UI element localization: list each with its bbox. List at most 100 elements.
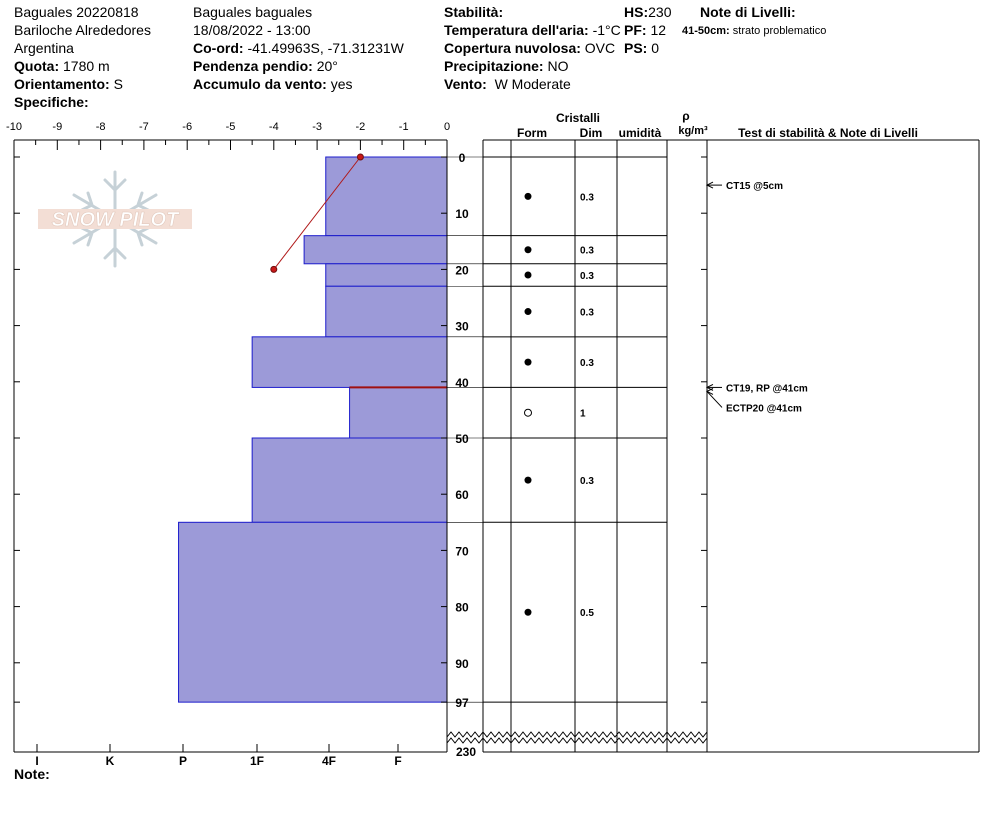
- tests-header: Test di stabilità & Note di Livelli: [738, 126, 918, 140]
- location: Bariloche Alrededores: [14, 22, 151, 38]
- grain-size: 0.5: [580, 608, 594, 619]
- temp-tick-label: -9: [52, 121, 62, 133]
- grain-size: 0.3: [580, 358, 594, 369]
- layer-bar: [251, 336, 448, 388]
- wind-loading-label: Accumulo da vento:: [193, 76, 327, 92]
- hardness-tick-label: F: [394, 754, 401, 768]
- wind-loading-row: Accumulo da vento: yes: [193, 76, 352, 92]
- sky-value: OVC: [584, 40, 616, 56]
- test-result-text: CT15 @5cm: [726, 181, 783, 192]
- ps-label: PS:: [624, 40, 648, 56]
- precip-label: Precipitazione:: [444, 58, 544, 74]
- hardness-tick-label: I: [35, 754, 38, 768]
- sky-row: Copertura nuvolosa: OVC: [444, 40, 615, 56]
- temperature-line: [273, 156, 361, 270]
- form-header: Form: [517, 126, 547, 140]
- test-arrow-icon: [705, 387, 714, 395]
- temp-tick-label: -3: [312, 121, 322, 133]
- grain-size: 0.3: [580, 246, 594, 257]
- test-result-text: CT19, RP @41cm: [726, 383, 808, 394]
- depth-tick-label: 80: [455, 601, 469, 615]
- depth-tick-label: 10: [455, 207, 469, 221]
- datetime: 18/08/2022 - 13:00: [193, 22, 311, 38]
- depth-tick-label: 0: [459, 151, 466, 165]
- layer-bar: [325, 156, 448, 237]
- temp-tick-label: 0: [444, 121, 450, 133]
- depth-tick-label: 90: [455, 657, 469, 671]
- coord-row: Co-ord: -41.49963S, -71.31231W: [193, 40, 404, 56]
- depth-tick-label: 97: [455, 696, 469, 710]
- aspect-value: S: [113, 76, 123, 92]
- ps-row: PS: 0: [624, 40, 659, 56]
- temp-tick-label: -8: [96, 121, 106, 133]
- temp-tick-label: -10: [6, 121, 22, 133]
- coord-label: Co-ord:: [193, 40, 244, 56]
- layer-bar: [325, 263, 448, 287]
- layer-note: 41-50cm: strato problematico: [682, 23, 826, 39]
- slope-row: Pendenza pendio: 20°: [193, 58, 338, 74]
- hardness-tick-label: 1F: [250, 754, 264, 768]
- test-leader-line: [706, 391, 723, 408]
- hardness-tick-label: K: [106, 754, 115, 768]
- grain-size: 1: [580, 409, 586, 420]
- snowpilot-watermark: SNOW PILOT: [38, 170, 192, 268]
- layer-bar: [251, 437, 448, 523]
- country: Argentina: [14, 40, 74, 56]
- pit-title: Baguales 20220818: [14, 4, 139, 20]
- pf-value: 12: [650, 22, 667, 38]
- test-arrow-icon: [705, 181, 714, 189]
- size-header: Dim: [580, 126, 603, 140]
- layer-note-text: strato problematico: [732, 25, 827, 37]
- layer-notes-label: Note di Livelli:: [700, 4, 796, 20]
- temp-tick-label: -6: [182, 121, 192, 133]
- notes-label: Note:: [14, 766, 50, 782]
- layer-note-range: 41-50cm:: [682, 25, 730, 37]
- grain-size: 0.3: [580, 476, 594, 487]
- temp-tick-label: -4: [269, 121, 279, 133]
- grain-form-filled: [524, 246, 532, 254]
- grain-form-filled: [524, 358, 532, 366]
- precip-row: Precipitazione: NO: [444, 58, 568, 74]
- depth-tick-label: 70: [455, 544, 469, 558]
- depth-break-label: 230: [456, 745, 476, 759]
- depth-tick-label: 60: [455, 488, 469, 502]
- pf-label: PF:: [624, 22, 647, 38]
- aspect-label: Orientamento:: [14, 76, 110, 92]
- grain-form-filled: [524, 476, 532, 484]
- depth-tick-label: 40: [455, 376, 469, 390]
- sky-label: Copertura nuvolosa:: [444, 40, 581, 56]
- layer-bar: [349, 386, 448, 439]
- elevation-row: Quota: 1780 m: [14, 58, 110, 74]
- temp-tick-label: -1: [399, 121, 409, 133]
- air-temp-row: Temperatura dell'aria: -1°C: [444, 22, 621, 38]
- coord-value: -41.49963S, -71.31231W: [247, 40, 404, 56]
- grain-form-open: [524, 408, 532, 417]
- site-name: Baguales baguales: [193, 4, 313, 20]
- hs-label: HS:: [624, 4, 649, 20]
- layer-bar: [178, 521, 448, 703]
- specifics-label: Specifiche:: [14, 94, 89, 110]
- grain-form-filled: [524, 271, 532, 279]
- slope-value: 20°: [316, 58, 338, 74]
- elevation-value: 1780 m: [63, 58, 110, 74]
- hs-value: 230: [648, 4, 672, 20]
- air-temp-label: Temperatura dell'aria:: [444, 22, 589, 38]
- axis-break-zigzag: [446, 731, 708, 738]
- temperature-point: [270, 265, 278, 273]
- layer-bar: [303, 235, 448, 265]
- grain-form-filled: [524, 308, 532, 316]
- wind-label: Vento:: [444, 76, 487, 92]
- grain-size: 0.3: [580, 308, 594, 319]
- grain-size: 0.3: [580, 271, 594, 282]
- grain-form-filled: [524, 608, 532, 616]
- depth-tick-label: 30: [455, 320, 469, 334]
- temp-tick-label: -7: [139, 121, 149, 133]
- grain-form-filled: [524, 192, 532, 200]
- precip-value: NO: [547, 58, 569, 74]
- layer-bar: [325, 285, 448, 338]
- temp-tick-label: -5: [226, 121, 236, 133]
- depth-tick-label: 20: [455, 263, 469, 277]
- air-temp-value: -1°C: [592, 22, 621, 38]
- test-result-text: ECTP20 @41cm: [726, 403, 802, 414]
